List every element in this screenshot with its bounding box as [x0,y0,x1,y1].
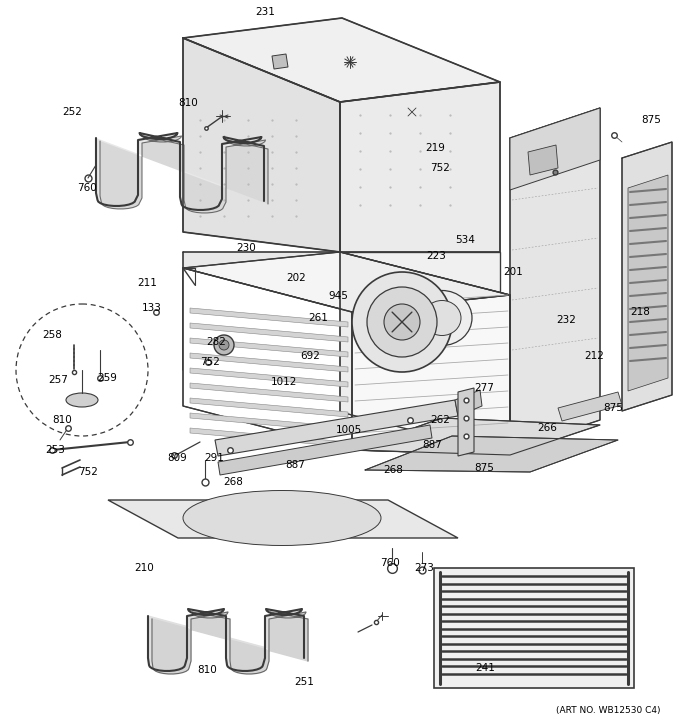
Text: 291: 291 [204,453,224,463]
Text: 887: 887 [285,460,305,470]
Polygon shape [272,54,288,69]
Circle shape [352,272,452,372]
Polygon shape [340,252,510,455]
Text: 534: 534 [455,235,475,245]
Polygon shape [458,388,474,456]
Text: 752: 752 [430,163,450,173]
Polygon shape [340,252,500,390]
Text: 231: 231 [255,7,275,17]
Polygon shape [558,392,622,421]
Text: 945: 945 [328,291,348,301]
Text: 202: 202 [286,273,306,283]
Text: 810: 810 [52,415,72,425]
Text: 261: 261 [308,313,328,323]
Polygon shape [365,436,618,472]
Text: 760: 760 [77,183,97,193]
Text: 232: 232 [556,315,576,325]
Polygon shape [108,500,458,538]
Polygon shape [183,268,352,450]
Ellipse shape [412,291,472,346]
Polygon shape [100,136,268,213]
Text: 212: 212 [584,351,604,361]
Text: 752: 752 [200,357,220,367]
Text: 223: 223 [426,251,446,261]
Polygon shape [215,400,458,456]
Text: 258: 258 [42,330,62,340]
Circle shape [214,335,234,355]
Polygon shape [190,413,348,432]
Polygon shape [218,425,432,475]
Polygon shape [622,142,672,411]
Polygon shape [183,38,340,252]
Text: 252: 252 [62,107,82,117]
Text: 1012: 1012 [271,377,297,387]
Polygon shape [190,353,348,372]
Text: 268: 268 [383,465,403,475]
Polygon shape [190,398,348,417]
Text: 257: 257 [48,375,68,385]
Text: 277: 277 [474,383,494,393]
Text: 201: 201 [503,267,523,277]
Polygon shape [352,418,600,455]
Text: 218: 218 [630,307,650,317]
Text: 211: 211 [137,278,157,288]
Text: 810: 810 [178,98,198,108]
Text: 273: 273 [414,563,434,573]
Text: 210: 210 [134,563,154,573]
Polygon shape [510,108,600,190]
Text: 230: 230 [236,243,256,253]
Text: 752: 752 [78,467,98,477]
Text: 219: 219 [425,143,445,153]
Polygon shape [190,428,348,447]
Text: 1005: 1005 [336,425,362,435]
Text: 251: 251 [294,677,314,687]
Polygon shape [183,252,340,390]
Text: 259: 259 [97,373,117,383]
Text: 253: 253 [45,445,65,455]
Polygon shape [148,609,304,671]
Polygon shape [183,252,510,312]
Text: 809: 809 [167,453,187,463]
Polygon shape [352,295,510,455]
Polygon shape [152,612,308,674]
Polygon shape [190,338,348,357]
Text: 875: 875 [603,403,623,413]
Polygon shape [190,368,348,387]
Ellipse shape [183,491,381,545]
Polygon shape [510,108,600,450]
Text: 133: 133 [142,303,162,313]
Polygon shape [96,133,264,210]
Polygon shape [190,308,348,327]
Circle shape [367,287,437,357]
Text: 887: 887 [422,440,442,450]
Text: 268: 268 [223,477,243,487]
Text: 810: 810 [197,665,217,675]
Polygon shape [190,383,348,402]
Polygon shape [434,568,634,688]
Text: 760: 760 [380,558,400,568]
Circle shape [384,304,420,340]
Text: 875: 875 [474,463,494,473]
Text: 266: 266 [537,423,557,433]
Polygon shape [628,175,668,391]
Text: (ART NO. WB12530 C4): (ART NO. WB12530 C4) [556,706,660,715]
Polygon shape [528,145,558,175]
Text: 692: 692 [300,351,320,361]
Circle shape [219,340,229,350]
Polygon shape [183,18,500,102]
Text: 241: 241 [475,663,495,673]
Polygon shape [190,323,348,342]
Polygon shape [455,390,482,416]
Text: 875: 875 [641,115,661,125]
Text: 262: 262 [430,415,450,425]
Polygon shape [340,82,500,252]
Ellipse shape [66,393,98,407]
Ellipse shape [423,300,461,336]
Text: 282: 282 [206,337,226,347]
